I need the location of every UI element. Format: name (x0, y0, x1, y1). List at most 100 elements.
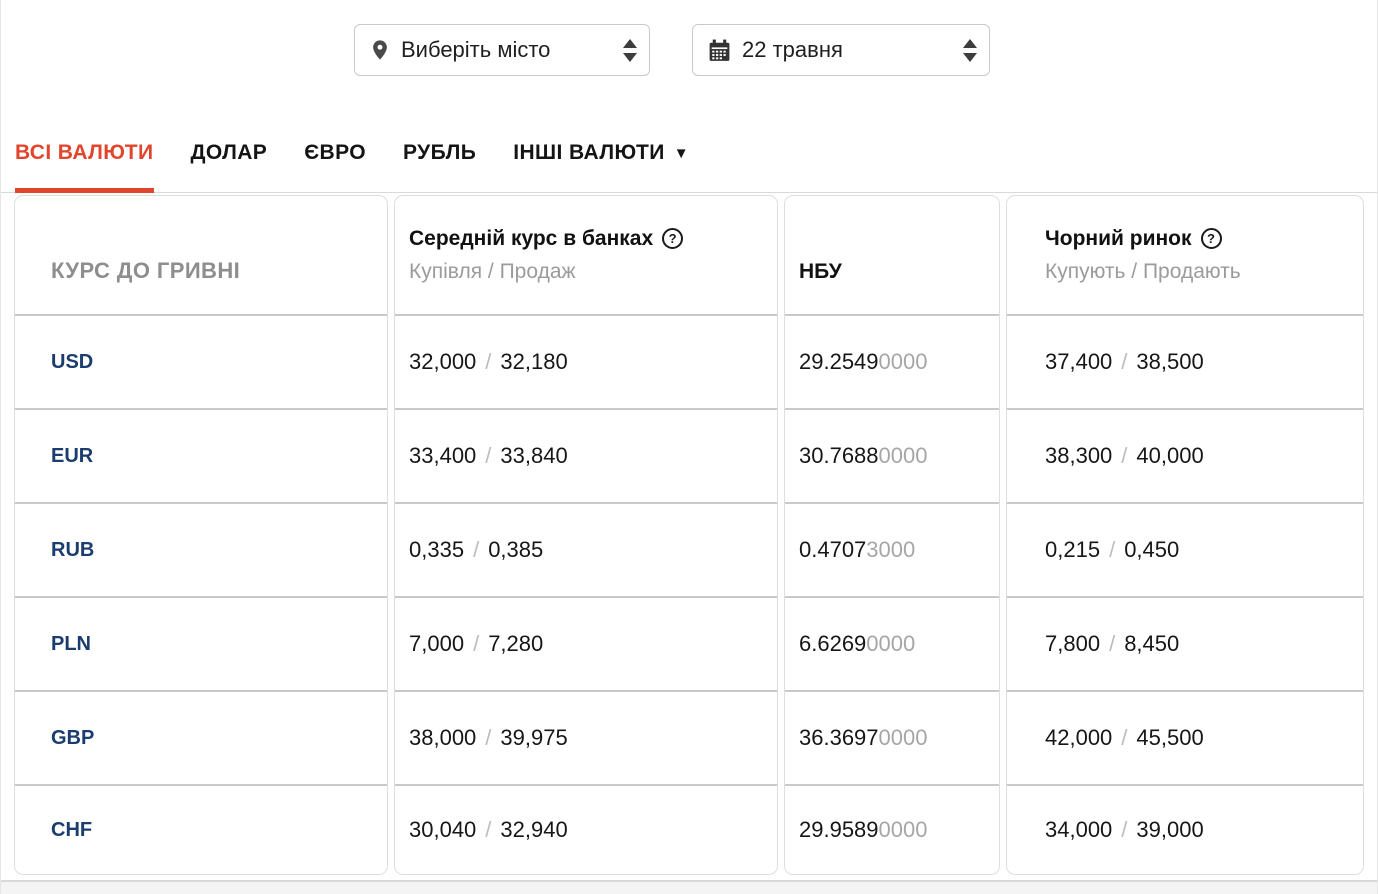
nbu-value: 29.9589 (799, 817, 879, 842)
column-header-bank-average: Середній курс в банках ? Купівля / Прода… (395, 196, 777, 314)
slash-separator: / (1121, 349, 1128, 374)
section-divider (1, 880, 1377, 894)
nbu-rate-cell: 36.3697 0000 (785, 690, 999, 784)
slash-separator: / (485, 725, 492, 750)
slash-separator: / (485, 443, 492, 468)
buy-value: 7,800 (1045, 631, 1101, 656)
nbu-rate-cell: 29.9589 0000 (785, 784, 999, 874)
chevron-down-icon: ▼ (673, 144, 689, 162)
black-market-cell: 42,000 / 45,500 (1007, 690, 1363, 784)
date-spinner[interactable] (953, 38, 977, 62)
spinner-down-icon (623, 52, 637, 62)
nbu-rate-cell: 0.4707 3000 (785, 502, 999, 596)
table-row: USD (15, 314, 387, 408)
help-icon[interactable]: ? (1200, 228, 1222, 249)
spinner-down-icon (963, 52, 977, 62)
table-row: CHF (15, 784, 387, 874)
bank-rate-cell: 0,335 / 0,385 (395, 502, 777, 596)
nbu-rate-cell: 29.2549 0000 (785, 314, 999, 408)
sell-value: 40,000 (1136, 443, 1204, 468)
black-market-cell: 7,800 / 8,450 (1007, 596, 1363, 690)
filter-selectors: Виберіть місто (354, 24, 1377, 76)
tab-other-currencies[interactable]: ІНШІ ВАЛЮТИ ▼ (513, 141, 689, 192)
sell-value: 8,450 (1124, 631, 1180, 656)
buy-value: 42,000 (1045, 725, 1113, 750)
location-pin-icon (369, 36, 391, 64)
slash-separator: / (473, 631, 480, 656)
calendar-icon (707, 38, 732, 63)
bank-rate-cell: 7,000 / 7,280 (395, 596, 777, 690)
sell-value: 32,180 (500, 349, 568, 374)
slash-separator: / (1121, 725, 1128, 750)
buy-value: 34,000 (1045, 817, 1113, 842)
nbu-value: 29.2549 (799, 349, 879, 374)
tab-all-currencies[interactable]: ВСІ ВАЛЮТИ (15, 141, 154, 193)
column-bank-average: Середній курс в банках ? Купівля / Прода… (394, 195, 778, 875)
currency-link-eur[interactable]: EUR (51, 444, 94, 467)
header-section: Виберіть місто (1, 0, 1377, 193)
city-spinner[interactable] (613, 38, 637, 62)
header-bank-average-sub: Купівля / Продаж (409, 259, 576, 283)
city-selector[interactable]: Виберіть місто (354, 24, 650, 76)
buy-value: 30,040 (409, 817, 477, 842)
table-row: GBP (15, 690, 387, 784)
nbu-value: 6.6269 (799, 631, 867, 656)
currency-link-usd[interactable]: USD (51, 350, 94, 373)
tab-label: ДОЛАР (190, 141, 268, 164)
column-header-currency: КУРС ДО ГРИВНІ (15, 196, 387, 314)
currency-tabs: ВСІ ВАЛЮТИ ДОЛАР ЄВРО РУБЛЬ ІНШІ ВАЛЮТИ … (1, 141, 1377, 193)
slash-separator: / (485, 349, 492, 374)
black-market-cell: 37,400 / 38,500 (1007, 314, 1363, 408)
date-selector[interactable]: 22 травня (692, 24, 990, 76)
slash-separator: / (1109, 537, 1116, 562)
currency-link-pln[interactable]: PLN (51, 632, 91, 655)
nbu-trailing-zeros: 0000 (866, 631, 916, 656)
tab-euro[interactable]: ЄВРО (304, 141, 366, 192)
table-row: EUR (15, 408, 387, 502)
tab-label: РУБЛЬ (403, 141, 477, 164)
header-black-market-sub: Купують / Продають (1045, 259, 1241, 283)
city-selector-label: Виберіть місто (401, 37, 551, 62)
buy-value: 0,335 (409, 537, 465, 562)
bank-rate-cell: 33,400 / 33,840 (395, 408, 777, 502)
bank-rate-cell: 30,040 / 32,940 (395, 784, 777, 874)
nbu-trailing-zeros: 0000 (878, 349, 928, 374)
tab-dollar[interactable]: ДОЛАР (191, 141, 268, 192)
tab-label: ЄВРО (304, 141, 366, 164)
currency-link-chf[interactable]: CHF (51, 818, 93, 841)
header-kurs-do-hryvni: КУРС ДО ГРИВНІ (51, 258, 241, 283)
rates-table: КУРС ДО ГРИВНІ USD EUR RUB PLN GBP CHF С… (1, 193, 1377, 875)
tab-ruble[interactable]: РУБЛЬ (403, 141, 476, 192)
slash-separator: / (1121, 817, 1128, 842)
column-header-black-market: Чорний ринок ? Купують / Продають (1007, 196, 1363, 314)
bank-rate-cell: 38,000 / 39,975 (395, 690, 777, 784)
header-black-market-title: Чорний ринок (1045, 226, 1192, 250)
black-market-cell: 34,000 / 39,000 (1007, 784, 1363, 874)
sell-value: 7,280 (488, 631, 544, 656)
tab-label: ВСІ ВАЛЮТИ (15, 141, 154, 164)
tab-label: ІНШІ ВАЛЮТИ (513, 141, 665, 164)
black-market-cell: 38,300 / 40,000 (1007, 408, 1363, 502)
buy-value: 38,000 (409, 725, 477, 750)
help-icon[interactable]: ? (662, 228, 684, 249)
buy-value: 0,215 (1045, 537, 1101, 562)
nbu-trailing-zeros: 3000 (866, 537, 916, 562)
header-bank-average-title: Середній курс в банках (409, 226, 654, 250)
table-row: PLN (15, 596, 387, 690)
header-nbu-title: НБУ (799, 260, 842, 283)
currency-link-rub[interactable]: RUB (51, 538, 95, 561)
table-row: RUB (15, 502, 387, 596)
date-selector-value: 22 травня (742, 37, 843, 62)
currency-link-gbp[interactable]: GBP (51, 726, 95, 749)
sell-value: 39,000 (1136, 817, 1204, 842)
buy-value: 7,000 (409, 631, 465, 656)
nbu-rate-cell: 30.7688 0000 (785, 408, 999, 502)
slash-separator: / (473, 537, 480, 562)
nbu-value: 30.7688 (799, 443, 879, 468)
sell-value: 38,500 (1136, 349, 1204, 374)
nbu-trailing-zeros: 0000 (878, 817, 928, 842)
bank-rate-cell: 32,000 / 32,180 (395, 314, 777, 408)
sell-value: 33,840 (500, 443, 568, 468)
buy-value: 32,000 (409, 349, 477, 374)
